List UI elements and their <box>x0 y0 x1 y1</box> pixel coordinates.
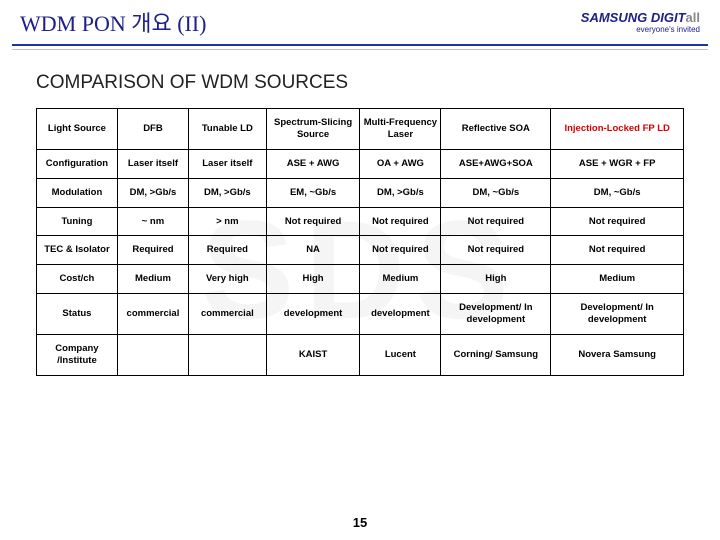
table-row: ConfigurationLaser itselfLaser itselfASE… <box>37 149 684 178</box>
table-cell: ASE + WGR + FP <box>551 149 684 178</box>
slide-content: COMPARISON OF WDM SOURCES Light SourceDF… <box>0 50 720 376</box>
table-cell: OA + AWG <box>360 149 441 178</box>
table-cell: Status <box>37 294 118 335</box>
table-cell: Laser itself <box>117 149 188 178</box>
brand-logo: SAMSUNG DIGITall everyone's invited <box>581 11 700 34</box>
table-cell: NA <box>266 236 360 265</box>
table-row: Tuning~ nm> nmNot requiredNot requiredNo… <box>37 207 684 236</box>
table-cell: Light Source <box>37 109 118 150</box>
table-cell: Spectrum-Slicing Source <box>266 109 360 150</box>
table-cell: Corning/ Samsung <box>441 334 551 375</box>
table-cell: Development/ In development <box>551 294 684 335</box>
table-cell: Development/ In development <box>441 294 551 335</box>
subtitle: COMPARISON OF WDM SOURCES <box>36 72 684 94</box>
table-cell: DM, >Gb/s <box>360 178 441 207</box>
table-cell: Cost/ch <box>37 265 118 294</box>
table-cell: High <box>441 265 551 294</box>
page-number: 15 <box>0 515 720 530</box>
table-cell: Lucent <box>360 334 441 375</box>
table-cell: development <box>266 294 360 335</box>
table-cell: Very high <box>189 265 267 294</box>
logo-tagline: everyone's invited <box>636 26 700 34</box>
table-cell: Company /Institute <box>37 334 118 375</box>
logo-suffix: all <box>686 10 700 25</box>
table-cell: Tuning <box>37 207 118 236</box>
table-cell: ASE+AWG+SOA <box>441 149 551 178</box>
table-row: TEC & IsolatorRequiredRequiredNANot requ… <box>37 236 684 265</box>
table-cell <box>189 334 267 375</box>
table-cell: Medium <box>551 265 684 294</box>
table-cell: Not required <box>360 236 441 265</box>
table-cell: Required <box>189 236 267 265</box>
table-cell: Not required <box>551 236 684 265</box>
table-cell: Injection-Locked FP LD <box>551 109 684 150</box>
table-cell: High <box>266 265 360 294</box>
comparison-table: Light SourceDFBTunable LDSpectrum-Slicin… <box>36 108 684 376</box>
table-cell: Not required <box>441 236 551 265</box>
table-cell: DM, ~Gb/s <box>551 178 684 207</box>
table-row: Statuscommercialcommercialdevelopmentdev… <box>37 294 684 335</box>
table-cell: Medium <box>360 265 441 294</box>
table-cell: Required <box>117 236 188 265</box>
table-cell: Modulation <box>37 178 118 207</box>
table-cell: Not required <box>360 207 441 236</box>
table-cell: Novera Samsung <box>551 334 684 375</box>
table-cell: Laser itself <box>189 149 267 178</box>
table-cell: Not required <box>551 207 684 236</box>
table-cell: EM, ~Gb/s <box>266 178 360 207</box>
table-row: Company /Institute KAISTLucentCorning/ Sa… <box>37 334 684 375</box>
page-title: WDM PON 개요 (II) <box>20 6 207 38</box>
table-cell: DFB <box>117 109 188 150</box>
table-cell: ASE + AWG <box>266 149 360 178</box>
table-cell: TEC & Isolator <box>37 236 118 265</box>
table-cell: DM, >Gb/s <box>189 178 267 207</box>
slide-header: WDM PON 개요 (II) SAMSUNG DIGITall everyon… <box>0 0 720 42</box>
table-cell: Tunable LD <box>189 109 267 150</box>
table-cell: KAIST <box>266 334 360 375</box>
table-cell: development <box>360 294 441 335</box>
table-cell: > nm <box>189 207 267 236</box>
table-cell: ~ nm <box>117 207 188 236</box>
table-row: Cost/chMediumVery highHighMediumHighMedi… <box>37 265 684 294</box>
table-cell: DM, ~Gb/s <box>441 178 551 207</box>
table-row: Light SourceDFBTunable LDSpectrum-Slicin… <box>37 109 684 150</box>
table-cell: Configuration <box>37 149 118 178</box>
table-cell: Multi-Frequency Laser <box>360 109 441 150</box>
table-cell: commercial <box>189 294 267 335</box>
logo-main-text: SAMSUNG DIGIT <box>581 10 686 25</box>
table-cell: DM, >Gb/s <box>117 178 188 207</box>
table-cell: Reflective SOA <box>441 109 551 150</box>
table-cell: Not required <box>266 207 360 236</box>
table-cell: commercial <box>117 294 188 335</box>
table-row: ModulationDM, >Gb/sDM, >Gb/sEM, ~Gb/sDM,… <box>37 178 684 207</box>
table-cell <box>117 334 188 375</box>
table-cell: Not required <box>441 207 551 236</box>
table-cell: Medium <box>117 265 188 294</box>
